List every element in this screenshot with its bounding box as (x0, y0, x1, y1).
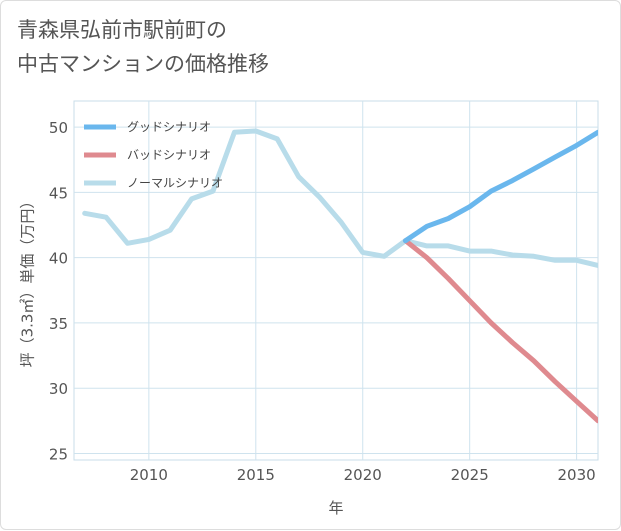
y-tick-label: 50 (49, 119, 68, 137)
y-tick-label: 30 (49, 380, 68, 398)
grid-lines (74, 101, 598, 460)
x-tick-label: 2010 (130, 466, 168, 484)
legend-label: バッドシナリオ (127, 148, 211, 162)
y-tick-label: 25 (49, 445, 68, 463)
x-tick-label: 2030 (558, 466, 596, 484)
y-axis-title: 坪（3.3㎡）単価（万円） (19, 194, 37, 368)
x-tick-label: 2025 (451, 466, 489, 484)
y-tick-label: 35 (49, 315, 68, 333)
chart-title-line-1: 青森県弘前市駅前町の (17, 18, 227, 42)
y-tick-label: 45 (49, 184, 68, 202)
y-axis-ticks: 25 30 35 40 45 50 (49, 119, 68, 463)
y-tick-label: 40 (49, 250, 68, 268)
chart-title-line-2: 中古マンションの価格推移 (17, 52, 269, 76)
series-line (82, 128, 598, 268)
plot-area (73, 100, 599, 461)
plot-frame (73, 100, 599, 461)
series-line (403, 129, 598, 244)
chart-title: 青森県弘前市駅前町の 中古マンションの価格推移 (17, 13, 269, 81)
legend-label: ノーマルシナリオ (127, 176, 223, 190)
series-line (403, 238, 598, 424)
x-axis-title: 年 (328, 499, 343, 517)
series-lines (82, 128, 598, 424)
x-axis-ticks: 2010 2015 2020 2025 2030 (130, 466, 596, 484)
legend-label: グッドシナリオ (127, 120, 211, 134)
x-tick-label: 2015 (237, 466, 275, 484)
x-tick-label: 2020 (344, 466, 382, 484)
